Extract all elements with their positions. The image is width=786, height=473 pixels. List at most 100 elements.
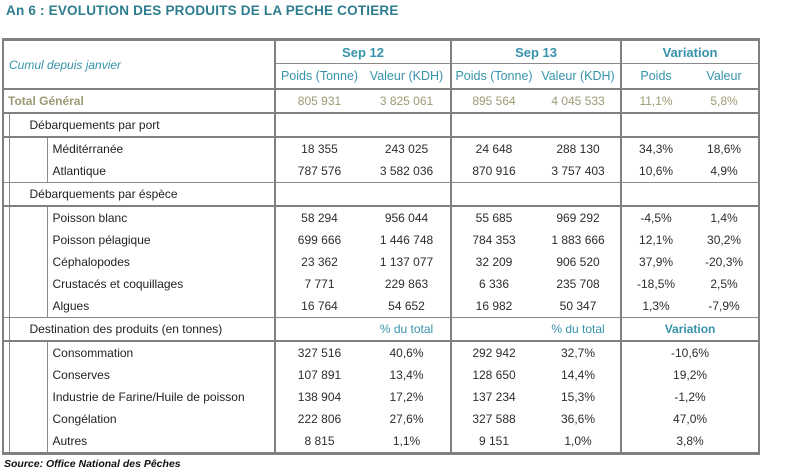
row-label-cell: Total Général <box>3 89 275 114</box>
indent-cell <box>9 430 48 454</box>
indent-cell <box>3 386 10 408</box>
table-row: Débarquements par éspèce <box>3 182 760 207</box>
pct-total-header: % du total <box>363 317 452 342</box>
variation-cell: 19,2% <box>620 364 760 386</box>
value-cell: 5,8% <box>690 89 760 114</box>
value-cell: 17,2% <box>389 390 424 404</box>
value-cell <box>620 112 760 138</box>
row-label-cell: Méditérranée <box>52 142 124 156</box>
value-cell: 2,5% <box>710 277 738 291</box>
indent-cell <box>9 341 48 364</box>
value-cell: 7 771 <box>274 273 363 295</box>
variation-cell: -10,6% <box>620 341 760 364</box>
value-cell: 787 576 <box>274 160 363 183</box>
table-row: Algues 16 764 54 652 16 982 50 347 1,3% -7,9% <box>3 295 759 318</box>
table-row: Débarquements par port <box>3 112 760 138</box>
value-cell: 3 757 403 <box>551 164 605 178</box>
value-cell: 1 883 666 <box>551 233 605 247</box>
value-cell: 37,9% <box>620 251 691 273</box>
value-cell <box>273 182 452 207</box>
value-cell: 9 151 <box>450 430 537 454</box>
indent-cell <box>9 273 48 295</box>
value-cell: 55 685 <box>450 206 537 229</box>
header-row-sub: Poids (Tonne) Valeur (KDH) Poids (Tonne)… <box>3 63 760 90</box>
variation-cell: -1,2% <box>620 386 760 408</box>
value-cell: 8 815 <box>274 430 363 454</box>
value-cell: 13,4% <box>389 368 424 382</box>
value-cell <box>450 182 622 207</box>
value-cell: 327 516 <box>274 341 363 364</box>
source-note: Source: Office National des Pêches <box>4 458 181 470</box>
value-cell: 36,6% <box>561 412 596 426</box>
column-group-sep12: Sep 12 <box>273 39 452 64</box>
table-row: Industrie de Farine/Huile de poisson 138 … <box>3 386 760 408</box>
row-label-cell: Atlantique <box>52 164 106 178</box>
table-row: Conserves 107 891 13,4% 128 650 14,4% 19,2% <box>3 364 760 386</box>
table-row: Poisson pélagique 699 666 1 446 748 784 353… <box>3 229 759 251</box>
value-cell: 11,1% <box>620 89 691 114</box>
value-cell: 24 648 <box>450 137 537 160</box>
table-row: Crustacés et coquillages 7 771 229 863 6 33… <box>3 273 759 295</box>
header-row-groups: Cumul depuis janvier Sep 12 Sep 13 Varia… <box>3 39 760 90</box>
value-cell: 34,3% <box>620 137 691 160</box>
indent-cell <box>3 364 10 386</box>
value-cell: -20,3% <box>705 255 744 269</box>
subheader-sep13-valeur: Valeur (KDH) <box>536 63 622 90</box>
value-cell: 1,3% <box>620 295 691 318</box>
value-cell: 1,1% <box>392 434 421 448</box>
table-body: Total Général 805 931 3 825 061 895 564 4 04… <box>3 89 760 454</box>
row-label-cell: Industrie de Farine/Huile de poisson <box>52 390 245 404</box>
value-cell <box>450 112 622 138</box>
value-cell: -18,5% <box>620 273 691 295</box>
indent-cell <box>3 408 10 430</box>
value-cell: 32,7% <box>561 346 596 360</box>
value-cell <box>273 112 452 138</box>
row-label-cell: Consommation <box>52 346 134 360</box>
value-cell: 107 891 <box>274 364 363 386</box>
variation-cell: 47,0% <box>620 408 760 430</box>
indent-cell <box>9 160 48 183</box>
value-cell: 32 209 <box>450 251 537 273</box>
value-cell: 1,0% <box>564 434 592 448</box>
value-cell: 18,6% <box>707 142 742 156</box>
value-cell: 10,6% <box>620 160 691 183</box>
table-row: Méditérranée 18 355 243 025 24 648 288 130 34… <box>3 137 759 160</box>
value-cell: 12,1% <box>620 229 691 251</box>
table-row: Atlantique 787 576 3 582 036 870 916 3 757 4… <box>3 160 759 183</box>
value-cell: 906 520 <box>556 255 600 269</box>
subheader-sep13-poids: Poids (Tonne) <box>450 63 537 90</box>
indent-cell <box>9 295 48 318</box>
value-cell: 784 353 <box>450 229 537 251</box>
indent-cell <box>3 137 10 160</box>
value-cell: 18 355 <box>274 137 363 160</box>
value-cell: 1,4% <box>710 211 738 225</box>
subheader-variation-poids: Poids <box>620 63 691 90</box>
row-label-cell: Destination des produits (en tonnes) <box>9 317 275 342</box>
value-cell: 58 294 <box>274 206 363 229</box>
value-cell: 23 362 <box>274 251 363 273</box>
indent-cell <box>3 430 10 454</box>
value-cell: 895 564 <box>450 89 537 114</box>
value-cell: -4,5% <box>620 206 691 229</box>
column-group-sep13: Sep 13 <box>450 39 622 64</box>
variation-cell: 3,8% <box>620 430 760 454</box>
table-row: Total Général 805 931 3 825 061 895 564 4 04… <box>3 89 760 114</box>
value-cell: 3 582 036 <box>379 164 434 178</box>
value-cell: 40,6% <box>389 346 424 360</box>
value-cell <box>274 317 363 342</box>
variation-subheader: Variation <box>620 317 760 342</box>
value-cell: 235 708 <box>556 277 600 291</box>
row-label-cell: Céphalopodes <box>52 255 130 269</box>
value-cell: 30,2% <box>707 233 742 247</box>
indent-cell <box>3 229 10 251</box>
row-label-cell: Crustacés et coquillages <box>52 277 184 291</box>
value-cell: 137 234 <box>450 386 537 408</box>
subheader-sep12-poids: Poids (Tonne) <box>274 63 363 90</box>
value-cell: 16 982 <box>450 295 537 318</box>
indent-cell <box>9 251 48 273</box>
value-cell: 327 588 <box>450 408 537 430</box>
indent-cell <box>3 182 10 207</box>
value-cell: 6 336 <box>450 273 537 295</box>
indent-cell <box>9 364 48 386</box>
row-label-cell: Débarquements par éspèce <box>9 182 275 207</box>
